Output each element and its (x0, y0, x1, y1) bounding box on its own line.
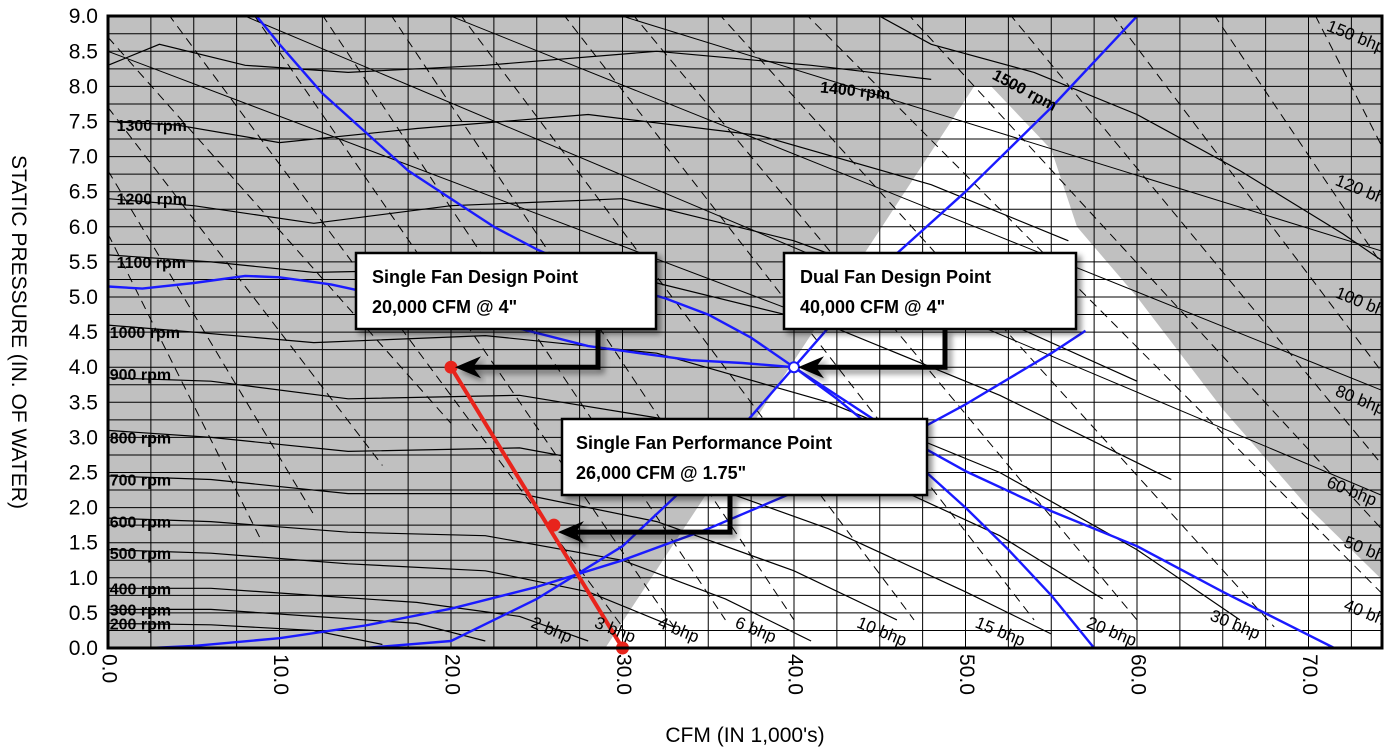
x-axis-title: CFM (IN 1,000's) (665, 724, 824, 747)
system-reference-line (622, 16, 1382, 252)
data-point (547, 518, 561, 532)
rpm-label: 1200 rpm (117, 192, 187, 209)
y-tick-label: 3.0 (69, 426, 98, 449)
y-tick-label: 8.5 (69, 40, 98, 63)
bhp-line (1112, 16, 1382, 373)
callout-arrow (816, 329, 948, 370)
rpm-label: 500 rpm (110, 546, 171, 563)
x-tick-label: 40.0 (783, 654, 806, 695)
bhp-line (108, 233, 263, 543)
single-fan-curve (254, 16, 1096, 648)
x-tick-label: 30.0 (612, 654, 635, 695)
rpm-label: 1000 rpm (110, 325, 180, 342)
arrow-head (455, 356, 481, 379)
x-tick-label: 0.0 (97, 654, 120, 683)
callout-arrow (473, 329, 601, 370)
x-tick-label: 60.0 (1126, 654, 1149, 695)
y-tick-label: 9.0 (69, 5, 98, 28)
fan-rpm-curve (108, 517, 812, 642)
callout-line-1: Dual Fan Design Point (800, 267, 991, 287)
bhp-line (391, 16, 795, 621)
rpm-label: 200 rpm (110, 616, 171, 633)
data-point (788, 361, 800, 374)
y-tick-label: 8.0 (69, 75, 98, 98)
y-tick-label: 1.5 (69, 532, 98, 555)
y-tick-label: 5.5 (69, 251, 98, 274)
rpm-label: 900 rpm (110, 367, 171, 384)
x-tick-label: 70.0 (1298, 654, 1321, 695)
y-tick-label: 7.5 (69, 111, 98, 134)
fan-rpm-curve (879, 16, 1382, 262)
bhp-line (460, 16, 915, 621)
bhp-line (807, 16, 1382, 595)
bhp-lines (108, 16, 1382, 628)
rpm-label: 700 rpm (110, 473, 171, 490)
y-tick-label: 2.0 (69, 497, 98, 520)
y-tick-label: 5.0 (69, 286, 98, 309)
rpm-label: 1300 rpm (117, 118, 187, 135)
fan-rpm-curve (108, 43, 932, 80)
rpm-label: 300 rpm (110, 602, 171, 619)
y-tick-label: 2.5 (69, 462, 98, 485)
fan-rpm-curve (108, 549, 675, 628)
y-tick-label: 6.5 (69, 181, 98, 204)
rpm-label: 800 rpm (110, 430, 171, 447)
callout-line-1: Single Fan Performance Point (576, 433, 832, 453)
performance-line (449, 366, 625, 648)
rpm-label: 600 rpm (110, 515, 171, 532)
y-tick-label: 7.0 (69, 146, 98, 169)
callout-box (560, 417, 929, 497)
y-tick-label: 4.0 (69, 356, 98, 379)
arrow-head (557, 521, 584, 544)
y-tick-labels: 0.0 0.5 1.0 1.5 2.0 2.5 3.0 3.5 4.0 4.5 5.0 5.5 6.0 6… (69, 5, 98, 660)
callout-line-2: 20,000 CFM @ 4" (372, 297, 517, 317)
system-curve (150, 329, 1087, 648)
y-tick-label: 1.0 (69, 567, 98, 590)
fan-rpm-curve (108, 475, 898, 621)
fan-rpm-curve (108, 608, 486, 642)
bhp-line (322, 16, 726, 621)
system-reference-line (108, 50, 795, 312)
bhp-line (108, 107, 383, 466)
annotations: Single Fan Design Point 20,000 CFM @ 4" Du… (354, 251, 1078, 544)
x-tick-label: 20.0 (440, 654, 463, 695)
callout-line-1: Single Fan Design Point (372, 267, 578, 287)
fan-rpm-curve (108, 324, 1241, 621)
x-tick-label: 10.0 (269, 654, 292, 695)
callout-line-2: 26,000 CFM @ 1.75" (576, 463, 746, 483)
fan-rpm-curve (108, 622, 383, 646)
y-tick-label: 4.5 (69, 321, 98, 344)
y-tick-label: 6.0 (69, 216, 98, 239)
system-reference-line (450, 16, 1382, 391)
dual-system-curve (365, 16, 1138, 648)
callout-box (354, 251, 658, 331)
fan-rpm-curve (108, 113, 1069, 242)
bhp-line (108, 170, 315, 515)
x-tick-labels: 0.0 10.0 20.0 30.0 40.0 50.0 60.0 70.0 (97, 654, 1321, 695)
data-point (444, 360, 458, 374)
y-tick-label: 3.5 (69, 391, 98, 414)
fan-rpm-curve (108, 377, 1104, 600)
bhp-line (1314, 16, 1382, 148)
callout-arrow (575, 495, 733, 535)
arrow-head (798, 356, 824, 379)
bhp-line (1214, 16, 1382, 266)
y-tick-label: 0.5 (69, 602, 98, 625)
fan-rpm-curve (108, 587, 589, 642)
plot-frame (106, 14, 1384, 650)
bhp-line (908, 16, 1382, 531)
rpm-label: 1100 rpm (117, 255, 186, 272)
bhp-line (108, 36, 452, 424)
bhp-line (1010, 16, 1382, 466)
rpm-label: 400 rpm (110, 581, 171, 598)
callout-line-2: 40,000 CFM @ 4" (800, 297, 945, 317)
y-tick-label: 0.0 (69, 637, 98, 660)
callout-box (782, 251, 1078, 331)
x-tick-label: 50.0 (955, 654, 978, 695)
y-axis-title: STATIC PRESSURE (IN. OF WATER) (7, 155, 30, 509)
